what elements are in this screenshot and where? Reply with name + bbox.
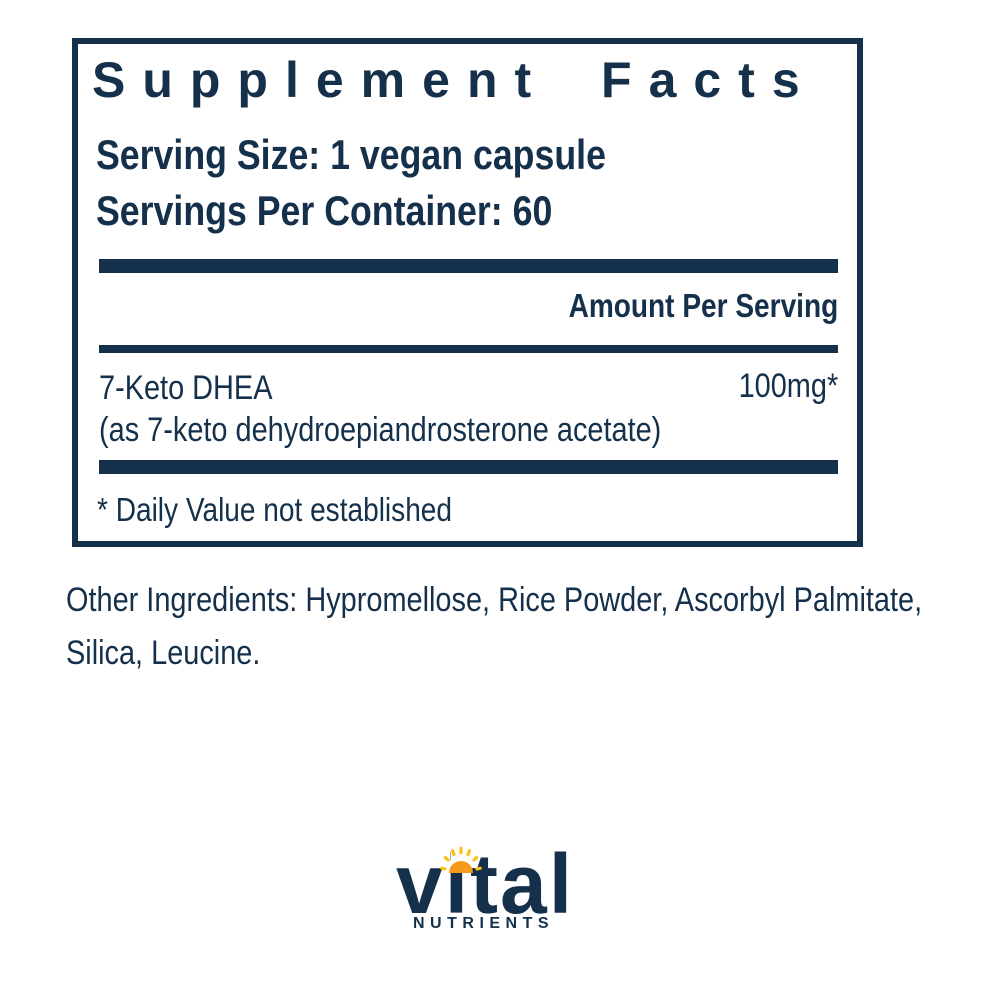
ingredient-detail: (as 7-keto dehydroepiandrosterone acetat… <box>99 410 761 451</box>
thick-rule-top <box>99 259 838 273</box>
serving-size-text: Serving Size: 1 vegan capsule <box>96 131 606 178</box>
other-ingredients-line-2-text: Silica, Leucine. <box>66 634 261 672</box>
thin-rule <box>99 345 838 353</box>
ingredient-amount: 100mg* <box>721 366 838 407</box>
ingredient-detail-text: (as 7-keto dehydroepiandrosterone acetat… <box>99 411 662 449</box>
supplement-facts-panel: Supplement Facts Serving Size: 1 vegan c… <box>72 38 863 547</box>
servings-per-container-text: Servings Per Container: 60 <box>96 187 553 234</box>
ingredient-name-text: 7-Keto DHEA <box>99 369 273 407</box>
daily-value-footnote-text: * Daily Value not established <box>97 491 452 528</box>
other-ingredients-line-2: Silica, Leucine. <box>66 627 966 680</box>
thick-rule-bottom <box>99 460 838 474</box>
amount-per-serving-header: Amount Per Serving <box>521 286 838 326</box>
other-ingredients-line-1: Other Ingredients: Hypromellose, Rice Po… <box>66 574 966 627</box>
ingredient-amount-text: 100mg* <box>738 367 838 405</box>
serving-size-line: Serving Size: 1 vegan capsule <box>96 130 696 180</box>
servings-per-container-line: Servings Per Container: 60 <box>96 186 633 236</box>
sun-icon <box>440 846 482 873</box>
other-ingredients-text: Other Ingredients: Hypromellose, Rice Po… <box>66 574 966 680</box>
panel-title: Supplement Facts <box>92 52 817 108</box>
ingredient-name: 7-Keto DHEA <box>99 368 303 409</box>
brand-logo: vital NUTRIENTS <box>396 842 606 952</box>
brand-name: vital <box>396 837 575 931</box>
brand-subtext: NUTRIENTS <box>413 915 555 932</box>
amount-per-serving-text: Amount Per Serving <box>568 287 838 324</box>
daily-value-footnote: * Daily Value not established <box>97 490 515 530</box>
other-ingredients-line-1-text: Other Ingredients: Hypromellose, Rice Po… <box>66 581 923 619</box>
